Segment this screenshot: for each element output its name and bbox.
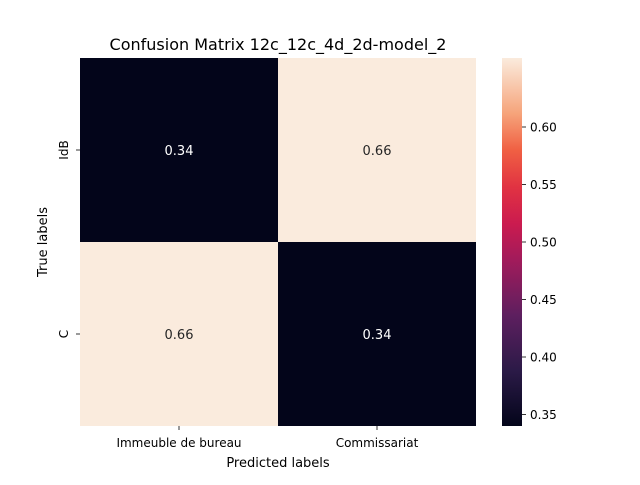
colorbar-tick-label: 0.60 xyxy=(530,121,557,135)
y-tick-label: C xyxy=(57,330,71,338)
x-axis-label: Predicted labels xyxy=(226,456,330,471)
heatmap-cell xyxy=(278,242,476,426)
cell-value-label: 0.34 xyxy=(165,144,194,159)
colorbar-tick-label: 0.55 xyxy=(530,178,557,192)
colorbar xyxy=(502,58,522,426)
x-tick-label: Immeuble de bureau xyxy=(116,436,241,450)
cell-value-label: 0.66 xyxy=(165,328,194,343)
heatmap-cell xyxy=(278,58,476,242)
x-tick-label: Commissariat xyxy=(336,436,419,450)
colorbar-tick-label: 0.40 xyxy=(530,351,557,365)
heatmap-cell xyxy=(80,242,278,426)
cell-value-label: 0.66 xyxy=(363,144,392,159)
heatmap-cell-labels: 0.34 0.66 0.66 0.34 xyxy=(165,144,392,343)
y-axis-ticks: IdB C xyxy=(57,140,80,338)
chart-title: Confusion Matrix 12c_12c_4d_2d-model_2 xyxy=(110,35,447,55)
colorbar-tick-label: 0.35 xyxy=(530,408,557,422)
colorbar-tick-label: 0.45 xyxy=(530,293,557,307)
heatmap-cells xyxy=(80,58,476,426)
colorbar-tick-label: 0.50 xyxy=(530,236,557,250)
y-tick-label: IdB xyxy=(57,140,71,159)
colorbar-ticks: 0.35 0.40 0.45 0.50 0.55 0.60 xyxy=(522,121,557,422)
heatmap-cell xyxy=(80,58,278,242)
x-axis-ticks: Immeuble de bureau Commissariat xyxy=(116,426,419,450)
cell-value-label: 0.34 xyxy=(363,328,392,343)
y-axis-label: True labels xyxy=(36,207,51,278)
